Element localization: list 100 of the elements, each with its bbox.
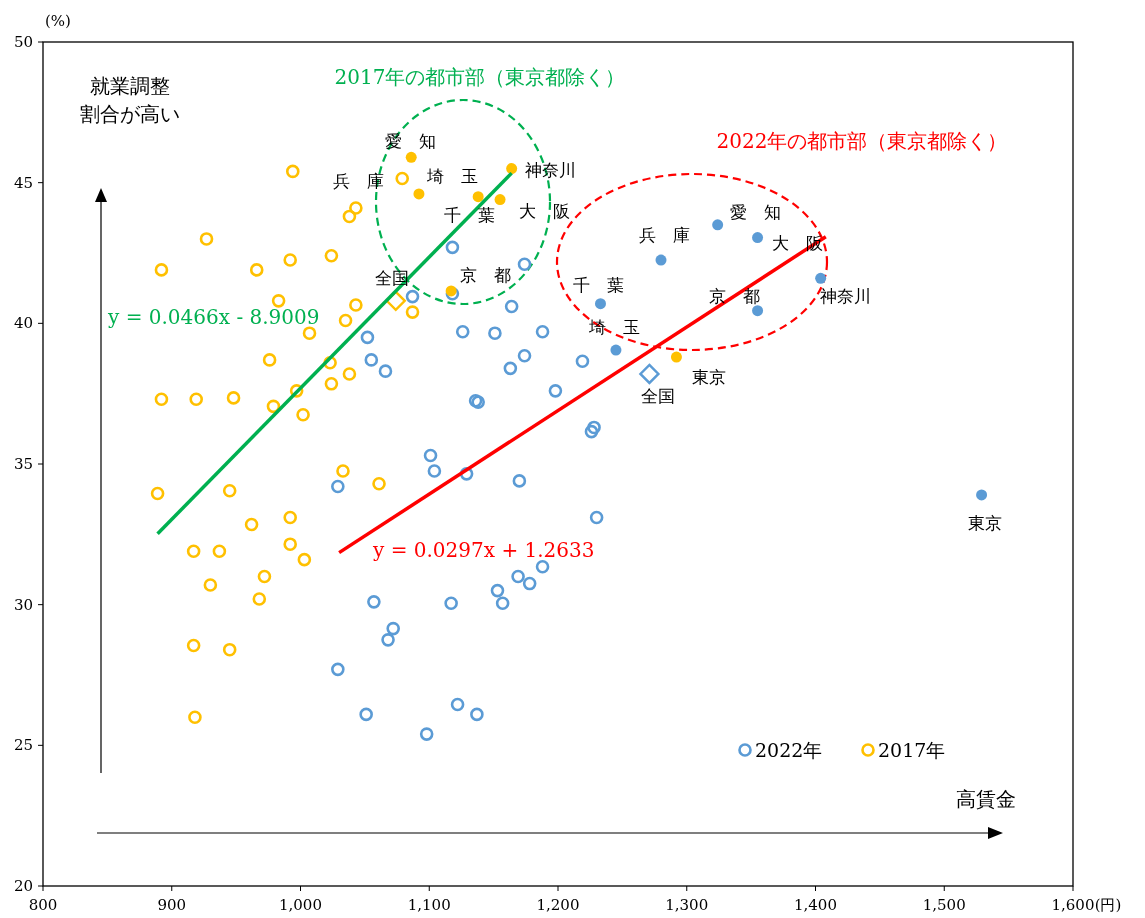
y-tick-label: 45 [13, 173, 33, 192]
y-tick-label: 50 [13, 33, 33, 51]
point [639, 363, 660, 385]
annotation: 埼 玉 [426, 165, 479, 186]
point [405, 305, 420, 319]
point [285, 164, 300, 179]
point [222, 642, 237, 657]
y-tick-label: 30 [13, 595, 33, 614]
point [445, 240, 460, 255]
point [359, 707, 373, 722]
point [535, 324, 550, 339]
point [252, 592, 267, 606]
point [752, 232, 764, 244]
point [186, 638, 201, 653]
point [413, 188, 425, 200]
annotation: 兵 庫 [638, 225, 690, 246]
point [372, 476, 386, 491]
annotation: 就業調整割合が高い [80, 74, 180, 126]
annotation: y = 0.0297x + 1.2633 [372, 538, 595, 562]
point [427, 464, 442, 478]
point [575, 354, 590, 369]
point [445, 285, 457, 297]
point [548, 384, 563, 398]
point [503, 361, 518, 376]
point [189, 392, 204, 407]
annotation: 全国 [374, 267, 409, 288]
point [419, 727, 434, 741]
y-axis-title: (%) [45, 12, 71, 30]
x-axis-title: (円) [1094, 896, 1122, 914]
annotation: 千 葉 [443, 204, 495, 225]
annotation: 京 都 [459, 264, 511, 285]
point [203, 578, 218, 592]
annotation: 埼 玉 [588, 317, 641, 338]
point [472, 191, 484, 203]
point [150, 486, 165, 501]
point [331, 479, 345, 494]
point [226, 391, 241, 405]
point [405, 151, 417, 163]
x-tick-label: 900 [157, 896, 187, 914]
point [385, 290, 406, 312]
annotation: 愛 知 [384, 131, 436, 152]
point [444, 596, 458, 611]
point [283, 510, 297, 525]
point [584, 424, 599, 439]
point [405, 289, 420, 304]
point [495, 596, 510, 611]
annotation: 神奈川 [525, 159, 577, 180]
point [378, 364, 393, 378]
point [522, 576, 537, 591]
point [455, 324, 470, 339]
point [511, 569, 525, 584]
annotation: 高賃金 [956, 787, 1016, 811]
point [381, 633, 395, 647]
annotation: 千 葉 [572, 274, 624, 295]
point [186, 544, 201, 559]
point [470, 707, 484, 722]
point [154, 392, 169, 407]
point [517, 348, 532, 363]
point [257, 569, 272, 584]
point [360, 330, 375, 345]
point [297, 552, 312, 567]
point [504, 299, 519, 314]
point [324, 249, 339, 263]
point [712, 219, 724, 231]
y-tick-label: 20 [13, 877, 33, 895]
point [815, 272, 827, 284]
point [283, 253, 297, 267]
x-tick-label: 1,200 [536, 896, 580, 914]
point [342, 367, 357, 381]
point [364, 353, 379, 367]
point [249, 263, 264, 277]
point [349, 201, 363, 215]
point [302, 326, 317, 340]
x-tick-label: 1,500 [922, 896, 966, 914]
legend-label: 2022年 [755, 739, 823, 761]
point [342, 209, 357, 224]
point [587, 420, 601, 435]
point [535, 559, 550, 574]
point [212, 544, 227, 559]
point [199, 232, 214, 246]
annotation: 京 都 [709, 285, 761, 306]
x-tick-label: 1,000 [279, 896, 322, 914]
point [655, 254, 667, 266]
point [154, 263, 169, 277]
annotation: 東京 [967, 512, 1002, 533]
x-tick-label: 1,300 [665, 896, 709, 914]
point [494, 194, 506, 206]
point [445, 286, 460, 301]
point [271, 294, 286, 308]
x-tick-label: 1,100 [407, 896, 451, 914]
point [488, 326, 502, 340]
point [506, 163, 518, 175]
point [222, 483, 237, 498]
x-tick-label: 1,600 [1051, 896, 1095, 914]
point [976, 489, 988, 501]
point [670, 351, 682, 363]
point [512, 474, 527, 488]
annotation: y = 0.0466x - 8.9009 [107, 305, 320, 329]
point [283, 537, 297, 551]
point [450, 697, 465, 712]
